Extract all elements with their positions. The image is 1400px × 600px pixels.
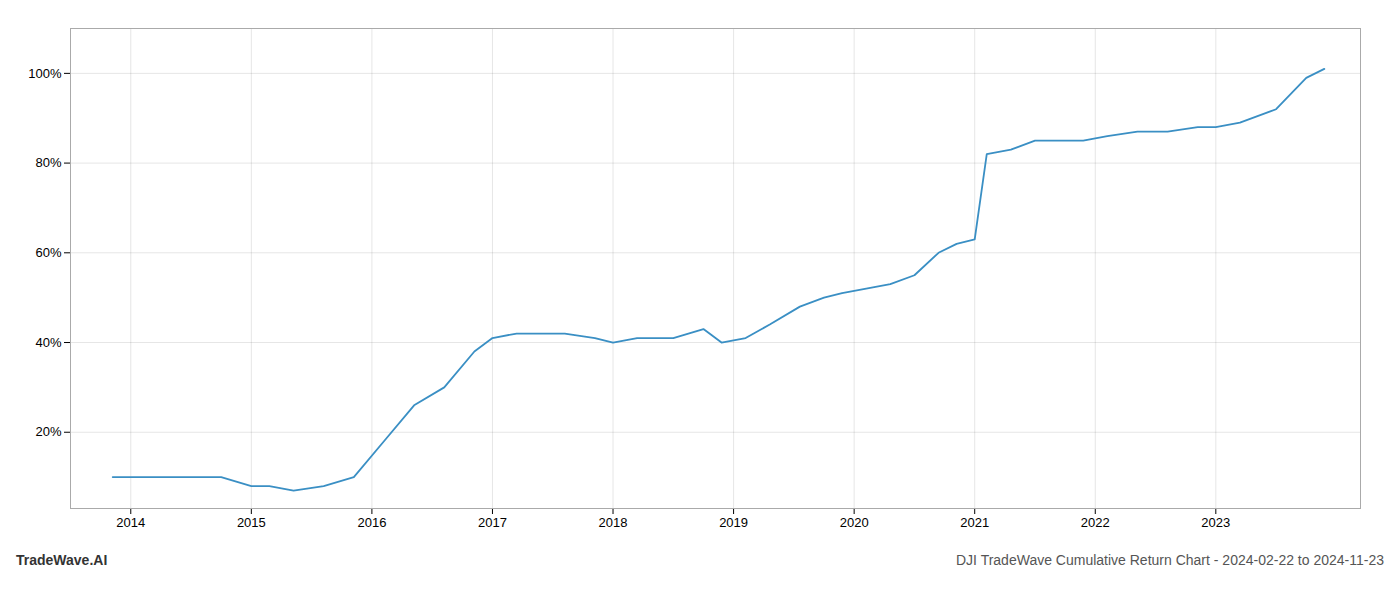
svg-text:2016: 2016 [357, 515, 386, 530]
html-text:TradeWave.AI: TradeWave.AI [16, 552, 108, 568]
svg-text:2020: 2020 [840, 515, 869, 530]
svg-text:2021: 2021 [960, 515, 989, 530]
svg-text:2017: 2017 [478, 515, 507, 530]
svg-text:2022: 2022 [1081, 515, 1110, 530]
svg-text:2023: 2023 [1201, 515, 1230, 530]
svg-text:60%: 60% [35, 245, 61, 260]
svg-text:80%: 80% [35, 155, 61, 170]
svg-text:2019: 2019 [719, 515, 748, 530]
svg-text:20%: 20% [35, 424, 61, 439]
svg-text:2015: 2015 [237, 515, 266, 530]
svg-text:100%: 100% [28, 66, 62, 81]
svg-text:2018: 2018 [599, 515, 628, 530]
svg-text:40%: 40% [35, 335, 61, 350]
html-text:DJI TradeWave Cumulative Retur: DJI TradeWave Cumulative Return Chart - … [956, 552, 1384, 568]
svg-text:2014: 2014 [116, 515, 145, 530]
